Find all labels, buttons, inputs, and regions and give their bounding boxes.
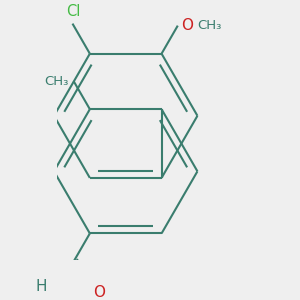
Text: CH₃: CH₃ [45,75,69,88]
Text: O: O [181,18,193,33]
Text: H: H [35,278,47,293]
Text: Cl: Cl [67,4,81,19]
Text: O: O [93,285,105,300]
Text: CH₃: CH₃ [197,19,222,32]
